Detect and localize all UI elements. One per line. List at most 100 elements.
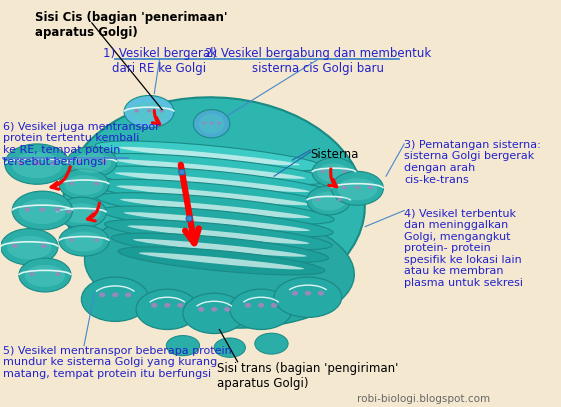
Ellipse shape [127, 225, 309, 244]
Text: 5) Vesikel mentranspor beberapa protein
mundur ke sisterna Golgi yang kurang
mat: 5) Vesikel mentranspor beberapa protein … [3, 346, 232, 379]
Ellipse shape [62, 204, 101, 223]
Ellipse shape [1, 229, 58, 265]
Text: Sisi Cis (bagian 'penerimaan'
aparatus Golgi): Sisi Cis (bagian 'penerimaan' aparatus G… [35, 11, 227, 39]
Ellipse shape [214, 338, 245, 357]
Ellipse shape [136, 289, 199, 330]
Ellipse shape [338, 198, 342, 201]
Ellipse shape [203, 122, 206, 125]
Ellipse shape [186, 216, 192, 221]
Ellipse shape [134, 109, 139, 113]
Text: 4) Vesikel terbentuk
dan meninggalkan
Golgi, mengangkut
protein- protein
spesifi: 4) Vesikel terbentuk dan meninggalkan Go… [404, 208, 523, 288]
Ellipse shape [271, 303, 277, 308]
Ellipse shape [55, 208, 60, 212]
Ellipse shape [210, 122, 213, 125]
Ellipse shape [85, 206, 354, 328]
Text: 6) Vesikel juga mentranspor
protein tertentu kembali
ke RE, tempat potein
terseb: 6) Vesikel juga mentranspor protein tert… [3, 122, 160, 166]
Ellipse shape [292, 291, 298, 295]
Ellipse shape [81, 277, 149, 322]
Ellipse shape [112, 233, 328, 263]
Ellipse shape [77, 160, 81, 163]
Ellipse shape [177, 303, 183, 308]
Ellipse shape [343, 170, 347, 173]
Ellipse shape [312, 158, 356, 187]
Ellipse shape [67, 210, 71, 214]
Ellipse shape [5, 144, 70, 184]
Ellipse shape [117, 186, 311, 205]
Ellipse shape [59, 169, 109, 199]
Ellipse shape [217, 122, 220, 125]
Ellipse shape [255, 333, 288, 354]
Ellipse shape [139, 252, 304, 269]
Ellipse shape [91, 153, 329, 185]
Ellipse shape [258, 303, 264, 308]
Text: 3) Pematangan sisterna:
sisterna Golgi bergerak
dengan arah
cis-ke-trans: 3) Pematangan sisterna: sisterna Golgi b… [404, 140, 541, 185]
Ellipse shape [305, 291, 311, 295]
Ellipse shape [125, 292, 131, 297]
Ellipse shape [224, 307, 231, 312]
Ellipse shape [147, 109, 151, 113]
Ellipse shape [12, 191, 72, 230]
Ellipse shape [92, 179, 335, 212]
Ellipse shape [115, 172, 309, 192]
Ellipse shape [307, 186, 351, 215]
Ellipse shape [18, 161, 24, 165]
Text: Sisterna: Sisterna [310, 148, 359, 161]
Ellipse shape [94, 238, 99, 242]
Ellipse shape [120, 199, 310, 218]
Ellipse shape [105, 219, 332, 250]
Ellipse shape [57, 197, 107, 228]
Ellipse shape [91, 166, 334, 198]
Ellipse shape [118, 247, 325, 275]
Ellipse shape [7, 236, 52, 260]
Ellipse shape [41, 244, 46, 248]
Ellipse shape [59, 225, 109, 256]
Ellipse shape [342, 186, 347, 189]
Ellipse shape [94, 182, 99, 185]
Ellipse shape [102, 160, 107, 163]
Ellipse shape [124, 96, 174, 128]
Ellipse shape [40, 208, 45, 212]
Ellipse shape [274, 277, 342, 317]
Ellipse shape [198, 307, 204, 312]
Ellipse shape [25, 208, 30, 212]
Ellipse shape [179, 169, 185, 175]
Ellipse shape [100, 206, 333, 237]
Ellipse shape [368, 186, 373, 189]
Ellipse shape [65, 175, 103, 195]
Ellipse shape [159, 109, 164, 113]
Ellipse shape [25, 265, 65, 287]
Text: Sisi trans (bagian 'pengiriman'
aparatus Golgi): Sisi trans (bagian 'pengiriman' aparatus… [217, 362, 398, 390]
Ellipse shape [130, 102, 168, 123]
Ellipse shape [199, 114, 224, 133]
Ellipse shape [118, 147, 300, 165]
Ellipse shape [312, 192, 346, 210]
Text: 2) Vesikel bergabung dan membentuk
sisterna cis Golgi baru: 2) Vesikel bergabung dan membentuk siste… [205, 47, 431, 75]
Ellipse shape [211, 307, 217, 312]
Ellipse shape [230, 289, 292, 330]
Ellipse shape [116, 160, 306, 179]
Ellipse shape [164, 303, 171, 308]
Ellipse shape [91, 210, 96, 214]
Ellipse shape [30, 272, 34, 276]
Ellipse shape [99, 292, 105, 297]
Ellipse shape [72, 153, 111, 173]
Ellipse shape [12, 152, 62, 178]
Ellipse shape [245, 303, 251, 308]
Ellipse shape [318, 291, 324, 295]
Ellipse shape [317, 164, 351, 182]
Ellipse shape [355, 186, 360, 189]
Ellipse shape [183, 293, 245, 334]
Ellipse shape [19, 199, 66, 224]
Ellipse shape [56, 272, 61, 276]
Ellipse shape [69, 238, 73, 242]
Ellipse shape [151, 303, 158, 308]
Text: robi-biologi.blogspot.com: robi-biologi.blogspot.com [357, 394, 490, 404]
Ellipse shape [69, 182, 73, 185]
Ellipse shape [65, 232, 103, 252]
Ellipse shape [337, 178, 378, 200]
Ellipse shape [124, 212, 310, 231]
Ellipse shape [12, 244, 17, 248]
Ellipse shape [166, 335, 200, 356]
Ellipse shape [19, 258, 71, 292]
Text: 1) Vesikel bergerak
dari RE ke Golgi: 1) Vesikel bergerak dari RE ke Golgi [103, 47, 217, 75]
